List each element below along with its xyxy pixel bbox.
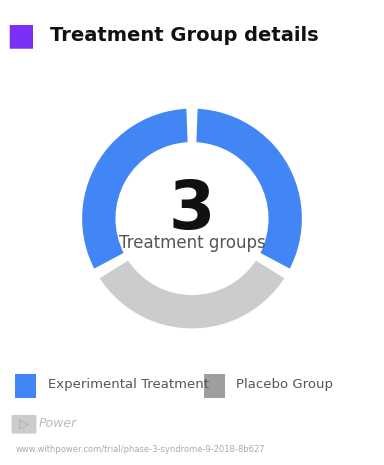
Text: Power: Power — [38, 417, 77, 430]
Wedge shape — [80, 107, 189, 271]
FancyBboxPatch shape — [15, 374, 36, 398]
Text: ■: ■ — [7, 21, 36, 50]
Text: Treatment groups: Treatment groups — [119, 234, 265, 252]
Wedge shape — [98, 258, 286, 330]
Text: Experimental Treatment: Experimental Treatment — [48, 379, 209, 392]
Text: www.withpower.com/trial/phase-3-syndrome-9-2018-8b627: www.withpower.com/trial/phase-3-syndrome… — [15, 445, 265, 454]
Text: Treatment Group details: Treatment Group details — [50, 26, 319, 45]
Text: 👥: 👥 — [15, 26, 28, 46]
Wedge shape — [195, 107, 304, 271]
Text: Placebo Group: Placebo Group — [236, 379, 333, 392]
Text: ▷: ▷ — [19, 417, 29, 430]
Text: 3: 3 — [169, 177, 215, 243]
FancyBboxPatch shape — [204, 374, 225, 398]
FancyBboxPatch shape — [12, 415, 36, 434]
